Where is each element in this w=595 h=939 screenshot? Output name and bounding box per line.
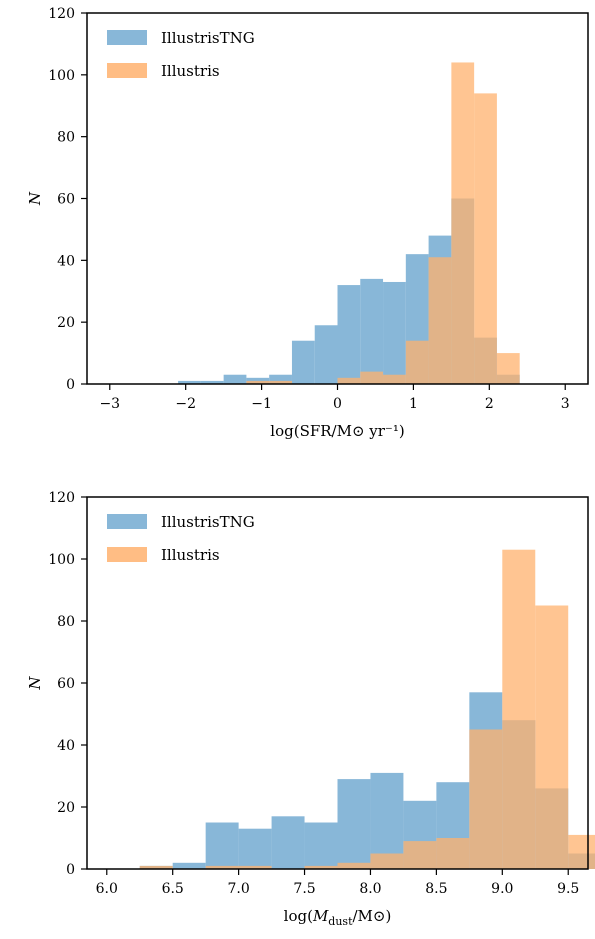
x-tick-label: 9.0 (491, 881, 513, 897)
legend-swatch (107, 30, 147, 45)
histogram-bar (370, 853, 404, 869)
y-axis-label: N (26, 676, 44, 691)
histogram-bar (428, 257, 452, 384)
histogram-bar (383, 374, 406, 384)
histogram-bar (383, 281, 406, 384)
histogram-bar (337, 377, 361, 384)
x-axis-label: log(Mdust/M⊙) (284, 907, 392, 928)
x-tick-label: 6.0 (96, 881, 118, 897)
x-tick-label: 8.0 (359, 881, 381, 897)
legend-swatch (107, 547, 147, 562)
x-tick-label: 1 (409, 396, 418, 412)
histogram-bar (370, 772, 404, 869)
x-tick-label: 9.5 (557, 881, 579, 897)
histogram-bar (178, 380, 201, 384)
x-tick-label: −2 (175, 396, 196, 412)
histogram-bar (271, 816, 305, 869)
histogram-bar (139, 865, 173, 869)
x-tick-label: 7.5 (293, 881, 315, 897)
x-tick-label: 6.5 (162, 881, 184, 897)
histogram-bar (403, 841, 437, 869)
y-tick-label: 0 (66, 862, 75, 878)
series-illustris (246, 62, 520, 384)
histogram-bar (469, 729, 503, 869)
histogram-bar (502, 549, 536, 869)
histogram-bar (291, 340, 315, 384)
x-tick-label: −3 (99, 396, 120, 412)
y-tick-label: 60 (57, 676, 75, 692)
y-tick-label: 40 (57, 738, 75, 754)
y-tick-label: 100 (48, 552, 75, 568)
y-tick-label: 120 (48, 6, 75, 22)
histogram-bar (223, 374, 247, 384)
x-tick-label: 2 (485, 396, 494, 412)
histogram-bar (304, 822, 338, 869)
y-tick-label: 80 (57, 614, 75, 630)
histogram-bar (205, 822, 239, 869)
histogram-bar (200, 380, 224, 384)
histogram-bar (405, 340, 429, 384)
y-tick-label: 100 (48, 68, 75, 84)
x-tick-label: −1 (251, 396, 272, 412)
legend-swatch (107, 514, 147, 529)
x-tick-label: 7.0 (227, 881, 249, 897)
histogram-bar (337, 285, 361, 384)
legend: IllustrisTNG Illustris (107, 29, 255, 80)
x-tick-label: 8.5 (425, 881, 447, 897)
y-tick-label: 0 (66, 377, 75, 393)
histogram-bar (269, 374, 292, 384)
histogram-bar (172, 862, 206, 869)
histogram-bar (360, 278, 384, 384)
y-tick-label: 20 (57, 800, 75, 816)
legend-label: Illustris (161, 62, 220, 80)
histogram-bar (304, 865, 338, 869)
legend-label: Illustris (161, 546, 220, 564)
y-axis-label: N (26, 191, 44, 206)
x-tick-label: 0 (333, 396, 342, 412)
y-tick-label: 80 (57, 130, 75, 146)
histogram-bar (535, 605, 569, 869)
histogram-bar (246, 380, 270, 384)
histogram-bar (337, 862, 371, 869)
chart-panel-2: 6.0 6.5 7.0 7.5 8.0 8.5 9.0 9.5 0 20 40 60 80 100 120 N… (26, 490, 595, 928)
histogram-bar (337, 779, 371, 869)
histogram-bar (360, 371, 384, 384)
x-axis-label: log(SFR/M⊙ yr⁻¹) (270, 422, 404, 440)
y-tick-label: 20 (57, 315, 75, 331)
legend: IllustrisTNG Illustris (107, 513, 255, 564)
histogram-bar (238, 828, 272, 869)
y-tick-label: 40 (57, 253, 75, 269)
histogram-bar (496, 353, 520, 384)
y-tick-label: 120 (48, 490, 75, 506)
series-illustris (139, 549, 595, 869)
legend-label: IllustrisTNG (161, 29, 255, 47)
histogram-bar (474, 93, 497, 384)
histogram-bar (451, 62, 475, 384)
x-tick-label: 3 (561, 396, 570, 412)
histogram-bar (205, 865, 239, 869)
histogram-bar (314, 325, 338, 384)
histogram-bar (238, 865, 272, 869)
histogram-bar (436, 838, 470, 869)
y-tick-label: 60 (57, 192, 75, 208)
legend-swatch (107, 63, 147, 78)
histogram-bar (269, 380, 292, 384)
histogram-bar (568, 834, 595, 869)
legend-label: IllustrisTNG (161, 513, 255, 531)
